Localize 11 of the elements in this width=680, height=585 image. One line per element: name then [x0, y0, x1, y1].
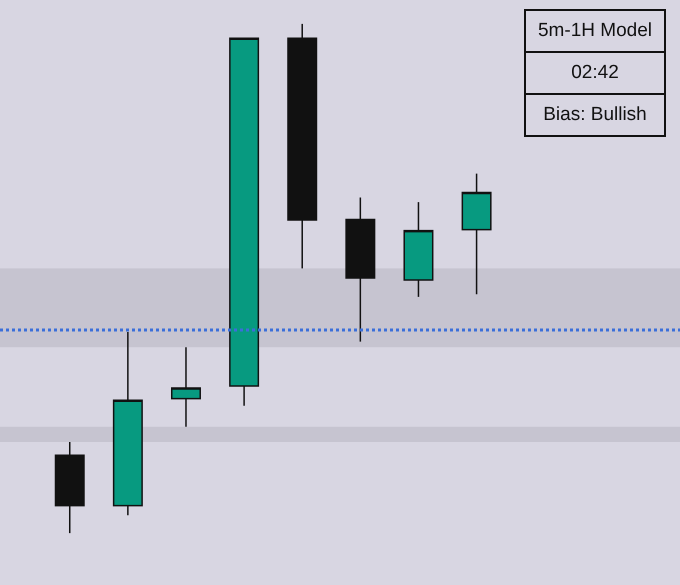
text: 02:42 — [526, 51, 664, 93]
candlestick — [403, 201, 434, 298]
text: 5m-1H Model — [536, 19, 654, 43]
candlestick — [345, 196, 376, 342]
candlestick — [170, 346, 201, 428]
candlestick — [462, 172, 492, 296]
text: Bias: Bullish — [526, 93, 664, 135]
candlestick — [112, 331, 143, 516]
candlestick — [287, 23, 318, 270]
candlestick — [229, 37, 260, 407]
candlestick — [54, 441, 85, 534]
